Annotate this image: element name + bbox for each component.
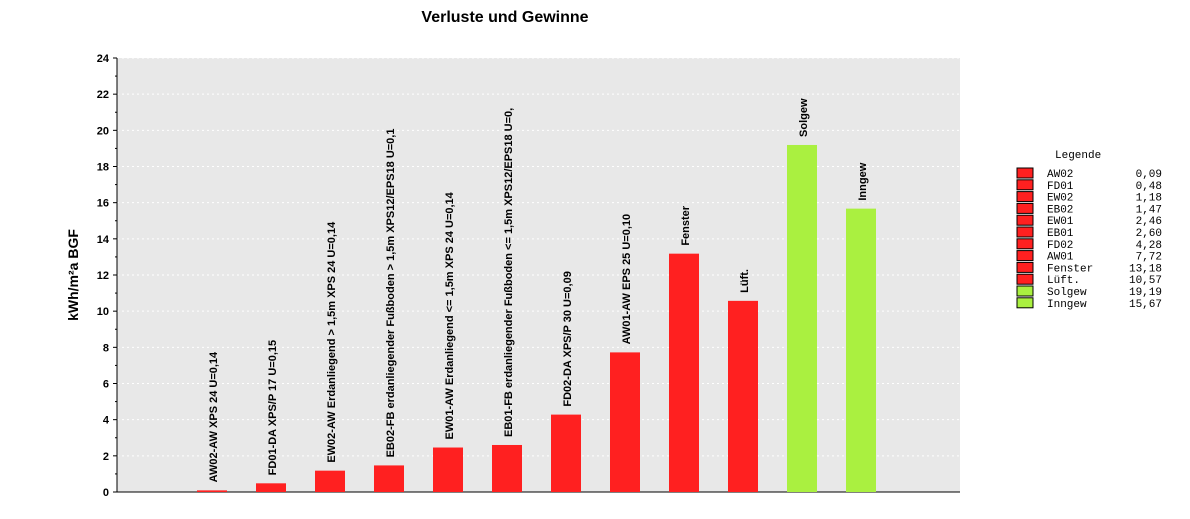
- bar: [433, 447, 463, 492]
- legend-item-value: 7,72: [1136, 252, 1162, 264]
- legend-swatch: [1016, 238, 1034, 250]
- legend-swatch: [1016, 214, 1034, 226]
- y-tick-label: 4: [103, 415, 110, 427]
- legend-swatch: [1016, 261, 1034, 273]
- legend-item-name: FD02: [1047, 240, 1073, 252]
- bar-label: AW02-AW XPS 24 U=0,14: [208, 351, 220, 482]
- legend-item-value: 19,19: [1129, 287, 1162, 299]
- bar: [610, 352, 640, 492]
- bar: [374, 465, 404, 492]
- legend-swatch: [1016, 273, 1034, 285]
- legend-item-name: Fenster: [1047, 263, 1093, 275]
- bar: [846, 208, 876, 493]
- legend-item-value: 1,18: [1136, 193, 1162, 205]
- chart-title: Verluste und Gewinne: [421, 9, 588, 26]
- bar-label: Solgew: [798, 98, 810, 137]
- y-tick-label: 16: [97, 198, 109, 210]
- y-tick-label: 10: [97, 306, 109, 318]
- bar-label: FD01-DA XPS/P 17 U=0,15: [267, 340, 279, 475]
- bar: [669, 253, 699, 492]
- y-tick-label: 8: [103, 342, 109, 354]
- legend-item-name: AW02: [1047, 169, 1073, 181]
- bar-series: AW02-AW XPS 24 U=0,14 FD01-DA XPS/P 17 U=…: [197, 98, 876, 493]
- legend-item-value: 15,67: [1129, 299, 1162, 311]
- bar-label: FD02-DA XPS/P 30 U=0,09: [562, 271, 574, 406]
- y-tick-label: 0: [103, 487, 109, 499]
- bar: [256, 483, 286, 492]
- legend-item-name: Solgew: [1047, 287, 1087, 299]
- y-axis-label: kWh/m²a BGF: [65, 229, 81, 321]
- legend-swatch: [1016, 191, 1034, 203]
- legend-item-value: 2,46: [1136, 216, 1162, 228]
- legend-item-value: 0,48: [1136, 181, 1162, 193]
- y-tick-label: 22: [97, 89, 109, 101]
- y-tick-label: 20: [97, 125, 109, 137]
- y-tick-label: 12: [97, 270, 109, 282]
- legend-item-name: FD01: [1047, 181, 1074, 193]
- bar: [787, 144, 817, 492]
- y-tick-label: 6: [103, 379, 109, 391]
- legend-item-value: 0,09: [1136, 169, 1162, 181]
- legend-item-value: 2,60: [1136, 228, 1162, 240]
- legend-item-name: EB01: [1047, 228, 1074, 240]
- y-tick-label: 14: [97, 234, 110, 246]
- y-tick-label: 18: [97, 162, 109, 174]
- bar: [551, 414, 581, 492]
- legend-swatch: [1016, 167, 1034, 179]
- bar-label: Inngew: [857, 162, 869, 200]
- legend-item-name: EW01: [1047, 216, 1074, 228]
- legend-item-name: EB02: [1047, 204, 1073, 216]
- legend-item-value: 13,18: [1129, 263, 1162, 275]
- bar-label: AW01-AW EPS 25 U=0,10: [621, 214, 633, 345]
- bar: [315, 470, 345, 492]
- bar: [197, 490, 227, 492]
- legend-item-name: Inngew: [1047, 299, 1087, 311]
- legend-swatch: [1016, 297, 1034, 309]
- legend-item-value: 1,47: [1136, 204, 1162, 216]
- legend-item-value: 4,28: [1136, 240, 1162, 252]
- bar-label: EB01-FB erdanliegender Fußboden <= 1,5m …: [503, 108, 515, 437]
- plot-area: [117, 57, 960, 492]
- legend-item-name: AW01: [1047, 252, 1074, 264]
- legend-item-name: Lüft.: [1047, 275, 1080, 287]
- legend-item-name: EW02: [1047, 193, 1073, 205]
- y-tick-label: 2: [103, 451, 109, 463]
- bar: [728, 300, 758, 492]
- legend-title: Legende: [1055, 150, 1101, 162]
- bar-label: EW02-AW Erdanliegend > 1,5m XPS 24 U=0,1…: [326, 221, 338, 463]
- legend-swatch: [1016, 285, 1034, 297]
- bar-label: EB02-FB erdanliegender Fußboden > 1,5m X…: [385, 129, 397, 458]
- bar-label: EW01-AW Erdanliegend <= 1,5m XPS 24 U=0,…: [444, 191, 456, 439]
- legend-swatch: [1016, 250, 1034, 262]
- bar-label: Fenster: [680, 205, 692, 245]
- bar-label: Lüft.: [739, 269, 751, 293]
- legend-swatch: [1016, 179, 1034, 191]
- legend-swatch: [1016, 202, 1034, 214]
- legend: Legende AW02 0,09 FD01 0,48 EW02 1,18 EB02 1,47…: [1016, 150, 1162, 311]
- legend-swatch: [1016, 226, 1034, 238]
- bar: [492, 444, 522, 492]
- y-tick-label: 24: [97, 53, 110, 65]
- legend-item-value: 10,57: [1129, 275, 1162, 287]
